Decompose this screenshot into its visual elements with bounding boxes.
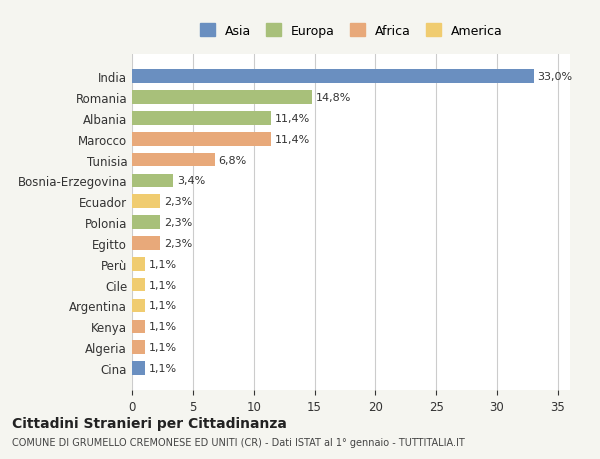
Bar [132,153,215,167]
Text: 1,1%: 1,1% [149,322,177,331]
Bar [132,237,160,250]
Bar [132,299,145,313]
Text: 1,1%: 1,1% [149,280,177,290]
Bar [132,174,173,188]
Bar [132,91,312,105]
Bar [132,70,533,84]
Text: Cittadini Stranieri per Cittadinanza: Cittadini Stranieri per Cittadinanza [12,416,287,430]
Legend: Asia, Europa, Africa, America: Asia, Europa, Africa, America [193,18,509,44]
Text: COMUNE DI GRUMELLO CREMONESE ED UNITI (CR) - Dati ISTAT al 1° gennaio - TUTTITAL: COMUNE DI GRUMELLO CREMONESE ED UNITI (C… [12,437,465,447]
Text: 1,1%: 1,1% [149,301,177,311]
Text: 2,3%: 2,3% [164,197,192,207]
Text: 14,8%: 14,8% [316,93,351,103]
Bar [132,341,145,354]
Bar [132,320,145,333]
Bar [132,361,145,375]
Text: 1,1%: 1,1% [149,363,177,373]
Text: 33,0%: 33,0% [537,72,572,82]
Text: 6,8%: 6,8% [218,155,247,165]
Bar [132,133,271,146]
Text: 2,3%: 2,3% [164,238,192,248]
Text: 1,1%: 1,1% [149,342,177,353]
Text: 11,4%: 11,4% [274,134,310,145]
Bar [132,216,160,230]
Text: 3,4%: 3,4% [177,176,205,186]
Text: 11,4%: 11,4% [274,114,310,123]
Bar [132,278,145,292]
Bar [132,257,145,271]
Bar [132,112,271,125]
Text: 2,3%: 2,3% [164,218,192,228]
Bar [132,195,160,208]
Text: 1,1%: 1,1% [149,259,177,269]
